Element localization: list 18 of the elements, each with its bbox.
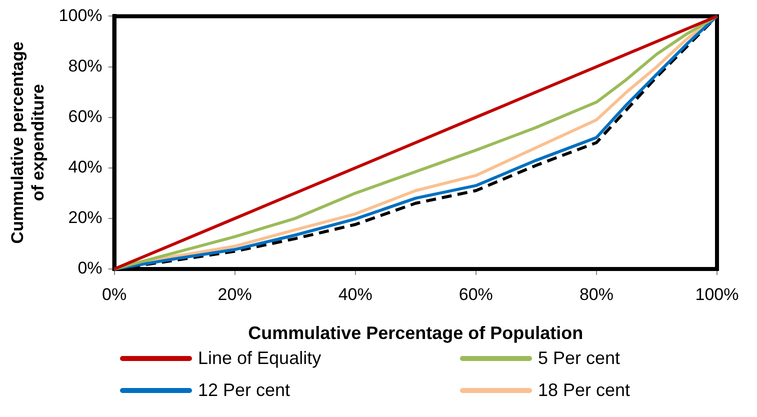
y-tick-label: 100% [58, 6, 102, 25]
x-tick-label: 100% [695, 284, 739, 304]
y-tick-label: 40% [68, 158, 102, 177]
y-tick-label: 20% [68, 208, 102, 228]
y-tick-label: 60% [68, 107, 102, 126]
y-tick-label: 80% [68, 56, 102, 76]
x-tick-label: 20% [218, 284, 252, 304]
x-tick-label: 60% [458, 284, 493, 304]
x-tick-label: 80% [579, 284, 614, 304]
legend-label: 5 Per cent [538, 348, 620, 368]
x-tick-label: 40% [338, 284, 372, 304]
legend-label: 18 Per cent [538, 380, 630, 400]
legend-label: Line of Equality [198, 348, 322, 368]
x-tick-label: 0% [102, 284, 127, 304]
x-axis-title: Cummulative Percentage of Population [248, 323, 584, 344]
legend-label: 12 Per cent [198, 380, 290, 400]
y-tick-label: 0% [78, 258, 102, 278]
y-axis-title: Cummulative percentage of expenditure [8, 42, 48, 244]
